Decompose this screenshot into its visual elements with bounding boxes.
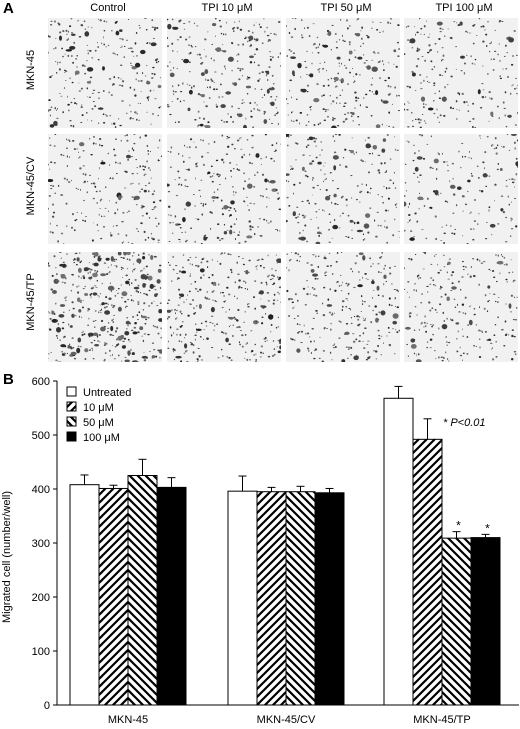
x-category-label: MKN-45/CV bbox=[257, 714, 316, 726]
micrograph-image bbox=[167, 252, 281, 362]
micrograph-image bbox=[48, 252, 162, 362]
micrograph-image bbox=[167, 134, 281, 244]
column-label-tpi-100: TPI 100 μM bbox=[435, 2, 493, 14]
legend-swatch bbox=[66, 401, 77, 412]
panel-a-label: A bbox=[3, 0, 14, 17]
legend-label: Untreated bbox=[83, 387, 131, 399]
x-category-label: MKN-45 bbox=[108, 714, 148, 726]
bar bbox=[285, 491, 316, 706]
y-tick-label: 500 bbox=[32, 430, 50, 442]
y-tick-label: 400 bbox=[32, 484, 50, 496]
legend-label: 10 μM bbox=[83, 402, 114, 414]
legend-label: 100 μM bbox=[83, 432, 120, 444]
column-label-tpi-50: TPI 50 μM bbox=[320, 2, 372, 14]
bar bbox=[441, 537, 472, 706]
legend-swatch bbox=[66, 386, 77, 397]
column-label-tpi-10: TPI 10 μM bbox=[201, 2, 253, 14]
bar bbox=[69, 484, 100, 706]
micrograph-image bbox=[404, 18, 518, 128]
row-label-mkn45-tp: MKN-45/TP bbox=[25, 273, 37, 331]
micrograph-image bbox=[167, 18, 281, 128]
y-axis-label: Migrated cell (number/well) bbox=[1, 491, 13, 623]
y-tick-label: 600 bbox=[32, 376, 50, 388]
column-label-control: Control bbox=[90, 2, 126, 14]
y-tick-label: 300 bbox=[32, 538, 50, 550]
micrograph-image bbox=[48, 134, 162, 244]
x-category-label: MKN-45/TP bbox=[413, 714, 470, 726]
y-tick-label: 100 bbox=[32, 646, 50, 658]
legend-swatch bbox=[66, 431, 77, 442]
bar bbox=[98, 487, 129, 706]
micrograph-image bbox=[404, 134, 518, 244]
legend-label: 50 μM bbox=[83, 417, 114, 429]
bar bbox=[127, 475, 158, 706]
significance-annotation: * P<0.01 bbox=[443, 417, 486, 429]
bar bbox=[227, 490, 258, 706]
micrograph-image bbox=[286, 18, 400, 128]
row-label-mkn45-cv: MKN-45/CV bbox=[25, 156, 37, 216]
significance-star: * bbox=[456, 519, 461, 533]
micrograph-image bbox=[404, 252, 518, 362]
bar bbox=[314, 492, 345, 706]
micrograph-image bbox=[286, 134, 400, 244]
micrograph-image bbox=[286, 252, 400, 362]
bar bbox=[156, 486, 187, 706]
y-tick-label: 200 bbox=[32, 592, 50, 604]
micrograph-image bbox=[48, 18, 162, 128]
bar bbox=[470, 537, 501, 706]
legend-swatch bbox=[66, 416, 77, 427]
row-label-mkn45: MKN-45 bbox=[25, 49, 37, 91]
significance-star: * bbox=[485, 521, 490, 535]
migration-bar-chart: 0 100 200 300 400 500 600 MKN-45 MKN-45/CV MKN-45… bbox=[1, 376, 519, 726]
bar bbox=[383, 397, 414, 706]
bar bbox=[256, 491, 287, 706]
bar bbox=[412, 438, 443, 706]
y-tick-label: 0 bbox=[44, 700, 50, 712]
panel-b-label: B bbox=[3, 371, 14, 388]
